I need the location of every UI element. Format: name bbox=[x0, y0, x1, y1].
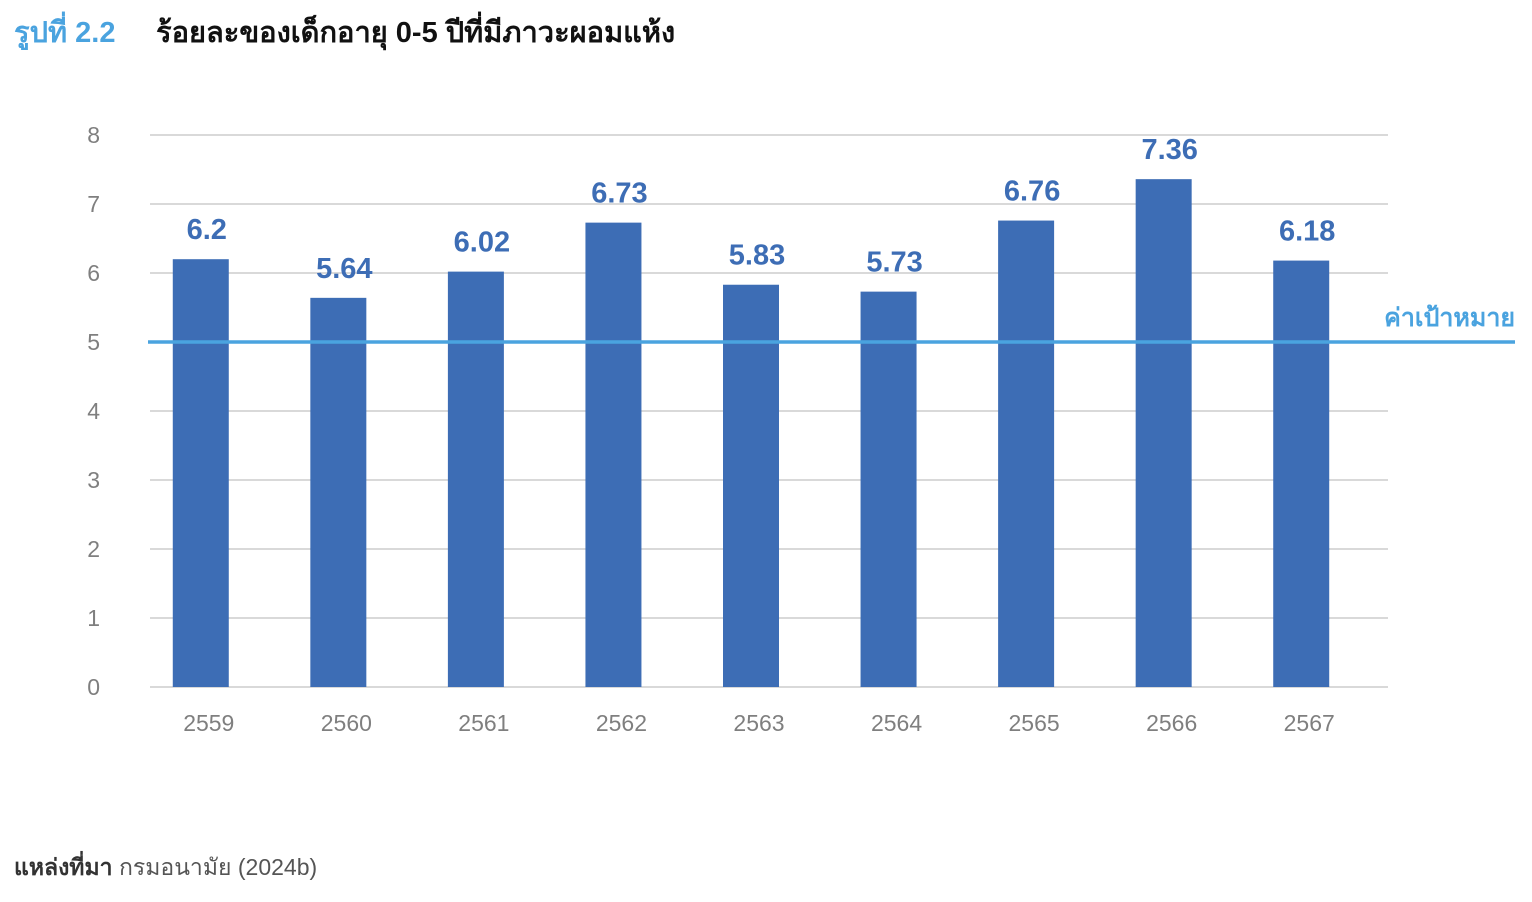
x-axis-ticks: 2559 2560 2561 2562 2563 2564 2565 2566 2567 bbox=[183, 710, 1335, 736]
x-tick-label: 2566 bbox=[1146, 710, 1197, 736]
target-label: ค่าเป้าหมาย bbox=[1384, 304, 1515, 332]
y-tick-label: 8 bbox=[87, 122, 100, 148]
y-tick-label: 4 bbox=[87, 398, 100, 424]
y-tick-label: 7 bbox=[87, 191, 100, 217]
x-tick-label: 2559 bbox=[183, 710, 234, 736]
bars bbox=[172, 179, 1330, 687]
data-label: 6.76 bbox=[1004, 176, 1060, 208]
figure-header: รูปที่ 2.2 ร้อยละของเด็กอายุ 0-5 ปีที่มี… bbox=[14, 10, 675, 54]
bar-2559 bbox=[172, 259, 229, 687]
bar-2567 bbox=[1273, 260, 1330, 687]
figure-title: ร้อยละของเด็กอายุ 0-5 ปีที่มีภาวะผอมแห้ง bbox=[156, 17, 676, 49]
bar-2562 bbox=[585, 222, 642, 687]
source-note: แหล่งที่มา กรมอนามัย (2024b) bbox=[14, 850, 317, 886]
x-tick-label: 2564 bbox=[871, 710, 922, 736]
bar-2565 bbox=[998, 220, 1055, 687]
x-tick-label: 2562 bbox=[596, 710, 647, 736]
data-label: 5.73 bbox=[866, 247, 922, 279]
bar-2566 bbox=[1135, 179, 1192, 687]
y-tick-label: 1 bbox=[87, 605, 100, 631]
y-tick-label: 3 bbox=[87, 467, 100, 493]
y-tick-label: 2 bbox=[87, 536, 100, 562]
data-labels: 6.2 5.64 6.02 6.73 5.83 5.73 6.76 7.36 6.18 bbox=[187, 134, 1336, 285]
y-axis-ticks: 0 1 2 3 4 5 6 7 8 bbox=[87, 122, 100, 700]
y-tick-label: 0 bbox=[87, 674, 100, 700]
data-label: 7.36 bbox=[1141, 134, 1197, 166]
x-tick-label: 2561 bbox=[458, 710, 509, 736]
data-label: 6.02 bbox=[454, 227, 510, 259]
bar-2560 bbox=[310, 297, 367, 687]
bar-2564 bbox=[860, 291, 917, 687]
x-tick-label: 2563 bbox=[733, 710, 784, 736]
target-line-group: ค่าเป้าหมาย bbox=[148, 304, 1515, 344]
data-label: 6.73 bbox=[591, 178, 647, 210]
source-label: แหล่งที่มา bbox=[14, 854, 113, 880]
bar-chart: 0 1 2 3 4 5 6 7 8 6.2 5.64 6.02 6.73 5.83 5.73 6.76 7.3… bbox=[87, 122, 1515, 736]
figure-number: รูปที่ 2.2 bbox=[14, 17, 116, 49]
x-tick-label: 2565 bbox=[1009, 710, 1060, 736]
data-label: 6.2 bbox=[187, 214, 227, 246]
x-tick-label: 2567 bbox=[1284, 710, 1335, 736]
y-tick-label: 6 bbox=[87, 260, 100, 286]
bar-2561 bbox=[447, 271, 504, 687]
data-label: 6.18 bbox=[1279, 216, 1335, 248]
y-tick-label: 5 bbox=[87, 329, 100, 355]
source-text: กรมอนามัย (2024b) bbox=[118, 854, 318, 880]
data-label: 5.64 bbox=[316, 253, 372, 285]
bar-2563 bbox=[723, 284, 779, 687]
data-label: 5.83 bbox=[729, 240, 785, 272]
x-tick-label: 2560 bbox=[321, 710, 372, 736]
